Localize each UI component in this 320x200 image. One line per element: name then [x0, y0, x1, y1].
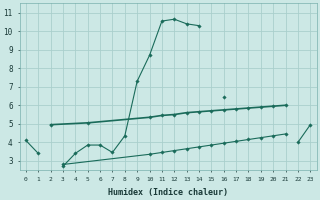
X-axis label: Humidex (Indice chaleur): Humidex (Indice chaleur): [108, 188, 228, 197]
